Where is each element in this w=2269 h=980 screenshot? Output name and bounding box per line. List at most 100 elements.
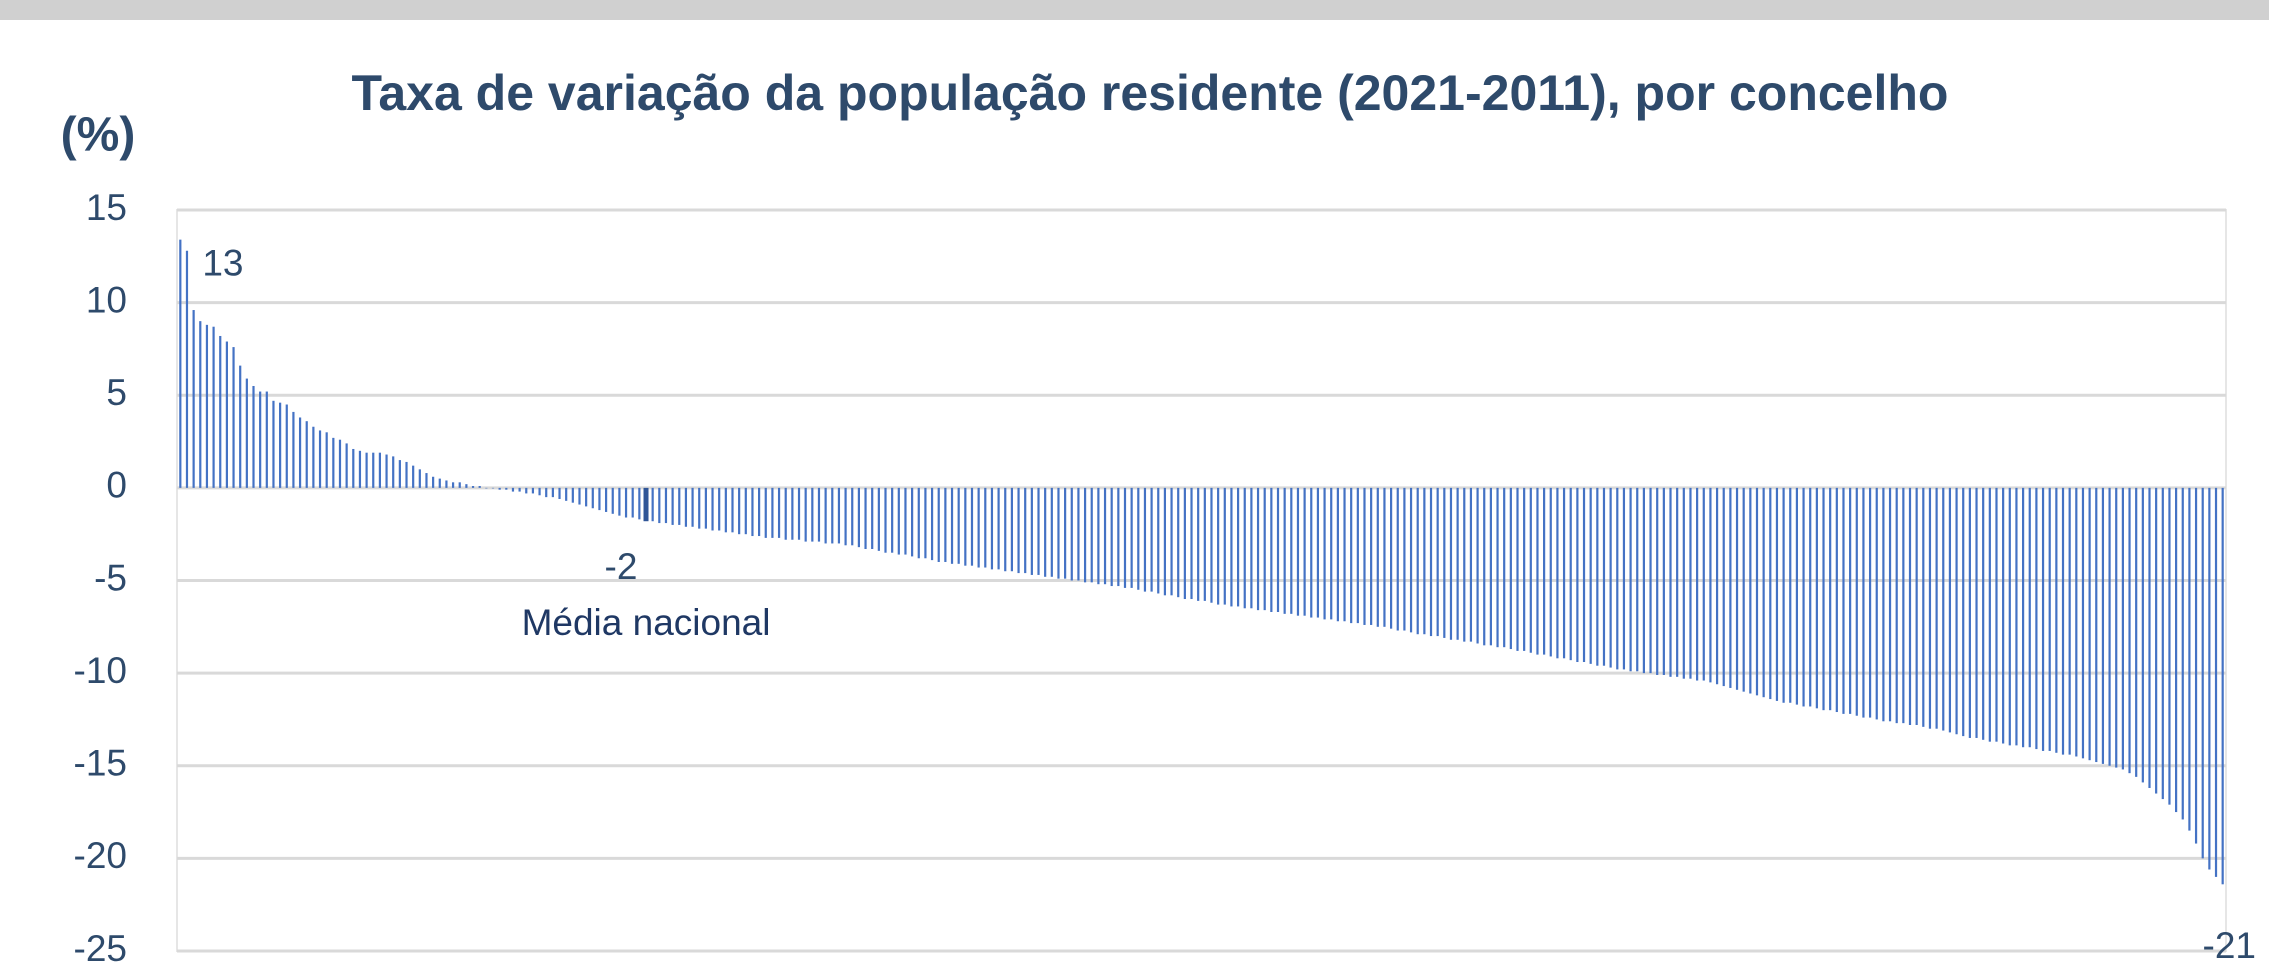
bar: [1849, 487, 1852, 714]
bar: [2075, 487, 2078, 757]
bar: [964, 487, 967, 566]
bar: [1250, 487, 1253, 609]
bar: [545, 487, 548, 498]
bar: [891, 487, 894, 553]
bar: [691, 487, 694, 527]
bar: [731, 487, 734, 533]
bar: [405, 461, 408, 488]
bar: [285, 404, 288, 488]
bar: [372, 452, 375, 488]
bar: [1915, 487, 1918, 725]
bar: [2015, 487, 2018, 746]
bar: [671, 487, 674, 525]
y-tick-label: -25: [74, 928, 127, 969]
bar: [1709, 487, 1712, 683]
bar: [1862, 487, 1865, 718]
bar: [1842, 487, 1845, 714]
bar: [651, 487, 654, 522]
y-tick-label: -20: [74, 835, 127, 876]
bar: [1922, 487, 1925, 727]
bar: [1715, 487, 1719, 685]
bar: [817, 487, 821, 542]
bar: [1183, 487, 1186, 600]
bar: [1556, 487, 1559, 659]
bar: [1762, 487, 1765, 698]
bar: [598, 487, 601, 511]
bar: [1562, 487, 1566, 659]
bar: [784, 487, 787, 540]
bar: [2181, 487, 2184, 820]
bar: [365, 452, 368, 488]
bar: [1077, 487, 1080, 581]
bar: [385, 454, 388, 488]
bar: [1323, 487, 1326, 620]
bar: [485, 487, 488, 489]
bar: [1463, 487, 1466, 642]
bar: [824, 487, 827, 544]
y-axis-label: (%): [61, 109, 136, 162]
bar: [432, 476, 435, 488]
bar: [292, 411, 295, 488]
bar: [2194, 487, 2198, 844]
bar: [1256, 487, 1260, 611]
bar: [1789, 487, 1792, 703]
bar: [1769, 487, 1772, 700]
bar: [764, 487, 767, 538]
bar: [658, 487, 661, 524]
bar: [1975, 487, 1978, 738]
bar: [1350, 487, 1353, 624]
bar: [252, 385, 255, 488]
bar: [345, 443, 348, 488]
bar: [2048, 487, 2051, 751]
bar: [1942, 487, 1945, 731]
bar: [1689, 487, 1692, 679]
bar: [1403, 487, 1406, 631]
bar: [624, 487, 628, 518]
bar: [418, 469, 421, 488]
bar: [1396, 487, 1399, 631]
bar: [1962, 487, 1965, 737]
bar: [871, 487, 874, 550]
bar: [578, 487, 581, 505]
bar: [478, 486, 481, 488]
bar: [2221, 487, 2224, 885]
bar: [1775, 487, 1779, 701]
bar: [192, 310, 195, 488]
bar: [525, 487, 528, 494]
bar: [1083, 487, 1087, 583]
bar: [2115, 487, 2118, 768]
bar: [445, 480, 448, 488]
bar: [1370, 487, 1373, 625]
bar: [1609, 487, 1612, 668]
bar: [332, 437, 335, 488]
bar: [558, 487, 561, 499]
bar: [884, 487, 887, 553]
bar: [997, 487, 1000, 570]
bar: [325, 432, 328, 488]
bar: [1509, 487, 1512, 650]
bar: [212, 326, 215, 488]
bar: [1735, 487, 1739, 690]
bar: [1656, 487, 1659, 675]
bar: [1376, 487, 1379, 627]
bar: [565, 487, 568, 501]
bar: [2148, 487, 2151, 788]
bar: [638, 487, 641, 520]
bar: [412, 465, 415, 488]
bar: [1004, 487, 1007, 572]
bar: [551, 487, 554, 498]
bar: [1476, 487, 1479, 644]
bar: [1982, 487, 1985, 740]
bar: [1543, 487, 1546, 655]
bar: [2068, 487, 2071, 755]
bar: [1017, 487, 1020, 574]
bar: [751, 487, 754, 537]
bar: [1263, 487, 1266, 611]
bar: [937, 487, 940, 562]
bar: [1064, 487, 1067, 579]
bar: [425, 473, 428, 488]
bar: [1010, 487, 1014, 572]
bar: [2008, 487, 2011, 746]
bar: [1469, 487, 1473, 642]
